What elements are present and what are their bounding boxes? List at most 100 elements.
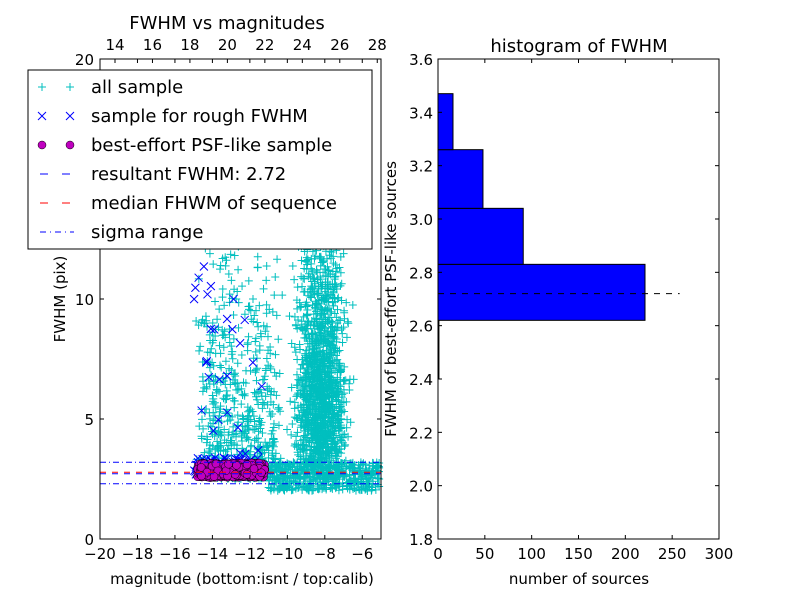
all-sample-point <box>264 453 273 462</box>
all-sample-point <box>285 312 294 321</box>
legend-label: resultant FWHM: 2.72 <box>91 164 286 185</box>
all-sample-point <box>335 415 344 424</box>
all-sample-point <box>216 265 225 274</box>
all-sample-point <box>217 430 226 439</box>
x-tick-label: −8 <box>314 545 336 563</box>
all-sample-point <box>351 486 360 495</box>
all-sample-point <box>324 472 333 481</box>
all-sample-point <box>335 346 344 355</box>
all-sample-point <box>233 359 242 368</box>
all-sample-point <box>335 403 344 412</box>
all-sample-point <box>252 422 261 431</box>
all-sample-point <box>323 426 332 435</box>
all-sample-point <box>272 466 281 475</box>
all-sample-point <box>221 447 230 456</box>
all-sample-point <box>292 381 301 390</box>
all-sample-point <box>253 252 262 261</box>
all-sample-point <box>256 329 265 338</box>
all-sample-point <box>306 352 315 361</box>
all-sample-point <box>322 442 331 451</box>
rough-sample-point <box>191 283 200 293</box>
rough-sample-point <box>248 358 258 367</box>
all-sample-point <box>225 290 234 299</box>
y-tick-label: 3.4 <box>409 104 433 122</box>
all-sample-point <box>249 317 258 326</box>
all-sample-point <box>295 410 304 419</box>
all-sample-point <box>228 347 237 356</box>
all-sample-point <box>319 448 328 457</box>
all-sample-point <box>276 407 285 416</box>
all-sample-point <box>261 392 270 401</box>
all-sample-point <box>311 252 320 261</box>
all-sample-point <box>338 338 347 347</box>
all-sample-point <box>310 368 319 377</box>
all-sample-point <box>254 438 263 447</box>
rough-sample-point <box>235 338 245 348</box>
all-sample-point <box>253 318 262 327</box>
all-sample-point <box>330 333 339 342</box>
all-sample-point <box>295 475 304 484</box>
rough-sample-point <box>214 415 223 425</box>
all-sample-point <box>254 427 263 436</box>
all-sample-point <box>302 401 311 410</box>
all-sample-point <box>317 258 326 267</box>
all-sample-point <box>310 415 319 424</box>
legend-entry: median FHWM of sequence <box>40 193 337 214</box>
all-sample-point <box>260 448 269 457</box>
all-sample-point <box>313 322 322 331</box>
all-sample-point <box>208 319 217 328</box>
all-sample-point <box>295 474 304 483</box>
all-sample-point <box>330 309 339 318</box>
all-sample-point <box>222 256 231 265</box>
all-sample-point <box>348 301 357 310</box>
all-sample-point <box>303 406 312 415</box>
all-sample-point <box>316 350 325 359</box>
all-sample-point <box>332 483 341 492</box>
all-sample-point <box>333 294 342 303</box>
all-sample-point <box>321 368 330 377</box>
all-sample-point <box>238 282 247 291</box>
all-sample-point <box>316 424 325 433</box>
all-sample-point <box>196 342 205 351</box>
all-sample-point <box>374 462 383 471</box>
all-sample-point <box>331 451 340 460</box>
all-sample-point <box>325 340 334 349</box>
all-sample-point <box>295 340 304 349</box>
all-sample-point <box>216 439 225 448</box>
histogram-plot: 0 50 100 150 200 250 300 1.8 2.0 2.2 2.4 2.6 2.8 3.0 3… <box>382 36 733 588</box>
circle-marker-icon <box>37 140 47 150</box>
all-sample-point <box>354 461 363 470</box>
all-sample-point <box>299 274 308 283</box>
all-sample-point <box>303 319 312 328</box>
all-sample-point <box>297 272 306 281</box>
y-tick-label: 10 <box>75 291 94 309</box>
all-sample-point <box>259 321 268 330</box>
all-sample-point <box>331 280 340 289</box>
top-x-tick-label: 18 <box>180 36 199 54</box>
all-sample-point <box>244 302 253 311</box>
all-sample-point <box>308 381 317 390</box>
all-sample-point <box>250 417 259 426</box>
all-sample-point <box>308 337 317 346</box>
all-sample-point <box>226 250 235 259</box>
all-sample-point <box>300 264 309 273</box>
all-sample-point <box>203 322 212 331</box>
all-sample-point <box>248 407 257 416</box>
all-sample-point <box>293 355 302 364</box>
all-sample-point <box>334 359 343 368</box>
x-tick-label: −16 <box>159 545 191 563</box>
all-sample-point <box>224 441 233 450</box>
x-tick-label: 200 <box>611 545 640 563</box>
all-sample-point <box>252 434 261 443</box>
all-sample-point <box>198 415 207 424</box>
all-sample-point <box>308 429 317 438</box>
all-sample-point <box>322 293 331 302</box>
all-sample-point <box>209 336 218 345</box>
all-sample-point <box>200 383 209 392</box>
all-sample-point <box>254 322 263 331</box>
all-sample-point <box>253 263 262 272</box>
all-sample-point <box>328 422 337 431</box>
all-sample-point <box>326 433 335 442</box>
all-sample-point <box>229 334 238 343</box>
all-sample-point <box>327 381 336 390</box>
